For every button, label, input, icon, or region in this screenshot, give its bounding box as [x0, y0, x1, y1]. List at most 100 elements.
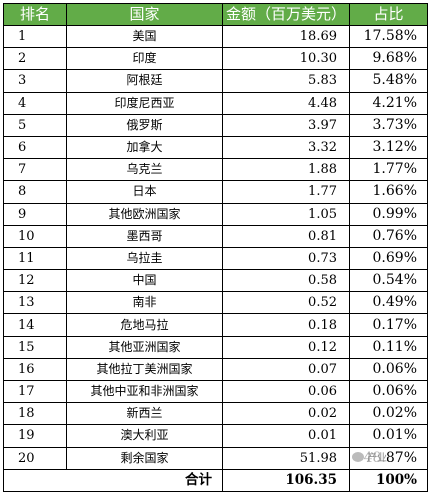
amount-cell: 0.52: [222, 291, 350, 315]
table-row: 18 新西兰 0.02 0.02%: [3, 402, 428, 426]
rank-cell: 14: [3, 313, 67, 337]
country-cell: 墨西哥: [66, 224, 223, 248]
country-cell: 其他拉丁美洲国家: [66, 357, 223, 382]
country-cell: 乌克兰: [66, 158, 223, 182]
country-cell: 南非: [66, 291, 223, 315]
table-row: 11 乌拉圭 0.73 0.69%: [3, 246, 428, 271]
amount-cell: 3.97: [222, 113, 350, 137]
share-cell: 0.06%: [349, 357, 428, 382]
table-row: 9 其他欧洲国家 1.05 0.99%: [3, 202, 428, 226]
share-cell: 4.21%: [349, 91, 428, 115]
share-cell: 0.06%: [349, 379, 428, 404]
country-cell: 印度: [66, 47, 223, 71]
table-row: 13 南非 0.52 0.49%: [3, 291, 428, 315]
share-cell: 0.54%: [349, 269, 428, 293]
amount-cell: 0.73: [222, 246, 350, 271]
country-cell: 阿根廷: [66, 69, 223, 93]
table-row: 6 加拿大 3.32 3.12%: [3, 135, 428, 160]
amount-cell: 1.05: [222, 202, 350, 226]
rank-cell: 2: [3, 47, 67, 71]
total-amount: 106.35: [222, 468, 350, 492]
amount-cell: 0.12: [222, 335, 350, 359]
watermark: 产业: [352, 449, 387, 464]
table-row: 17 其他中亚和非洲国家 0.06 0.06%: [3, 379, 428, 404]
amount-cell: 0.58: [222, 269, 350, 293]
total-share: 100%: [349, 468, 428, 492]
rank-cell: 13: [3, 291, 67, 315]
amount-cell: 1.77: [222, 180, 350, 204]
header-country: 国家: [66, 3, 223, 26]
table-row: 19 澳大利亚 0.01 0.01%: [3, 424, 428, 448]
rank-cell: 12: [3, 269, 67, 293]
share-cell: 0.11%: [349, 335, 428, 359]
table-row: 10 墨西哥 0.81 0.76%: [3, 224, 428, 248]
country-cell: 其他中亚和非洲国家: [66, 379, 223, 404]
amount-cell: 5.83: [222, 69, 350, 93]
rank-cell: 19: [3, 424, 67, 448]
amount-cell: 1.88: [222, 158, 350, 182]
country-cell: 俄罗斯: [66, 113, 223, 137]
amount-cell: 51.98: [222, 446, 350, 470]
share-cell: 0.99%: [349, 202, 428, 226]
rank-cell: 20: [3, 446, 67, 470]
country-cell: 乌拉圭: [66, 246, 223, 271]
table-row: 7 乌克兰 1.88 1.77%: [3, 158, 428, 182]
table-header-row: 排名 国家 金额（百万美元） 占比: [3, 3, 428, 26]
country-cell: 新西兰: [66, 402, 223, 426]
share-cell: 3.12%: [349, 135, 428, 160]
country-cell: 其他欧洲国家: [66, 202, 223, 226]
rank-cell: 5: [3, 113, 67, 137]
country-cell: 澳大利亚: [66, 424, 223, 448]
table-row: 3 阿根廷 5.83 5.48%: [3, 69, 428, 93]
rank-cell: 18: [3, 402, 67, 426]
header-rank: 排名: [3, 3, 67, 26]
total-row: 合计 106.35 100%: [3, 468, 428, 492]
table-row: 1 美国 18.69 17.58%: [3, 24, 428, 49]
share-cell: 1.77%: [349, 158, 428, 182]
rank-cell: 10: [3, 224, 67, 248]
share-cell: 0.76%: [349, 224, 428, 248]
rank-cell: 16: [3, 357, 67, 382]
rank-cell: 17: [3, 379, 67, 404]
table-row: 15 其他亚洲国家 0.12 0.11%: [3, 335, 428, 359]
share-cell: 0.49%: [349, 291, 428, 315]
share-cell: 1.66%: [349, 180, 428, 204]
share-cell: 0.02%: [349, 402, 428, 426]
rank-cell: 3: [3, 69, 67, 93]
total-label: 合计: [3, 468, 223, 492]
table-row: 16 其他拉丁美洲国家 0.07 0.06%: [3, 357, 428, 382]
table-body: 1 美国 18.69 17.58% 2 印度 10.30 9.68% 3 阿根廷 5.83 5.48%…: [3, 24, 428, 470]
country-cell: 剩余国家: [66, 446, 223, 470]
table-row: 2 印度 10.30 9.68%: [3, 47, 428, 71]
share-cell: 3.73%: [349, 113, 428, 137]
country-cell: 日本: [66, 180, 223, 204]
wechat-icon: [352, 451, 364, 462]
table-row: 5 俄罗斯 3.97 3.73%: [3, 113, 428, 137]
rank-cell: 7: [3, 158, 67, 182]
rank-cell: 6: [3, 135, 67, 160]
amount-cell: 0.01: [222, 424, 350, 448]
table-row: 12 中国 0.58 0.54%: [3, 269, 428, 293]
header-share: 占比: [349, 3, 428, 26]
amount-cell: 10.30: [222, 47, 350, 71]
rank-cell: 11: [3, 246, 67, 271]
amount-cell: 0.18: [222, 313, 350, 337]
amount-cell: 0.81: [222, 224, 350, 248]
amount-cell: 0.07: [222, 357, 350, 382]
share-cell: 0.69%: [349, 246, 428, 271]
share-cell: 0.01%: [349, 424, 428, 448]
share-cell: 5.48%: [349, 69, 428, 93]
rank-cell: 1: [3, 24, 67, 49]
country-cell: 其他亚洲国家: [66, 335, 223, 359]
amount-cell: 4.48: [222, 91, 350, 115]
country-cell: 加拿大: [66, 135, 223, 160]
country-cell: 危地马拉: [66, 313, 223, 337]
rank-cell: 9: [3, 202, 67, 226]
amount-cell: 18.69: [222, 24, 350, 49]
share-cell: 9.68%: [349, 47, 428, 71]
amount-cell: 0.06: [222, 379, 350, 404]
amount-cell: 3.32: [222, 135, 350, 160]
country-cell: 美国: [66, 24, 223, 49]
header-amount: 金额（百万美元）: [222, 3, 350, 26]
amount-cell: 0.02: [222, 402, 350, 426]
